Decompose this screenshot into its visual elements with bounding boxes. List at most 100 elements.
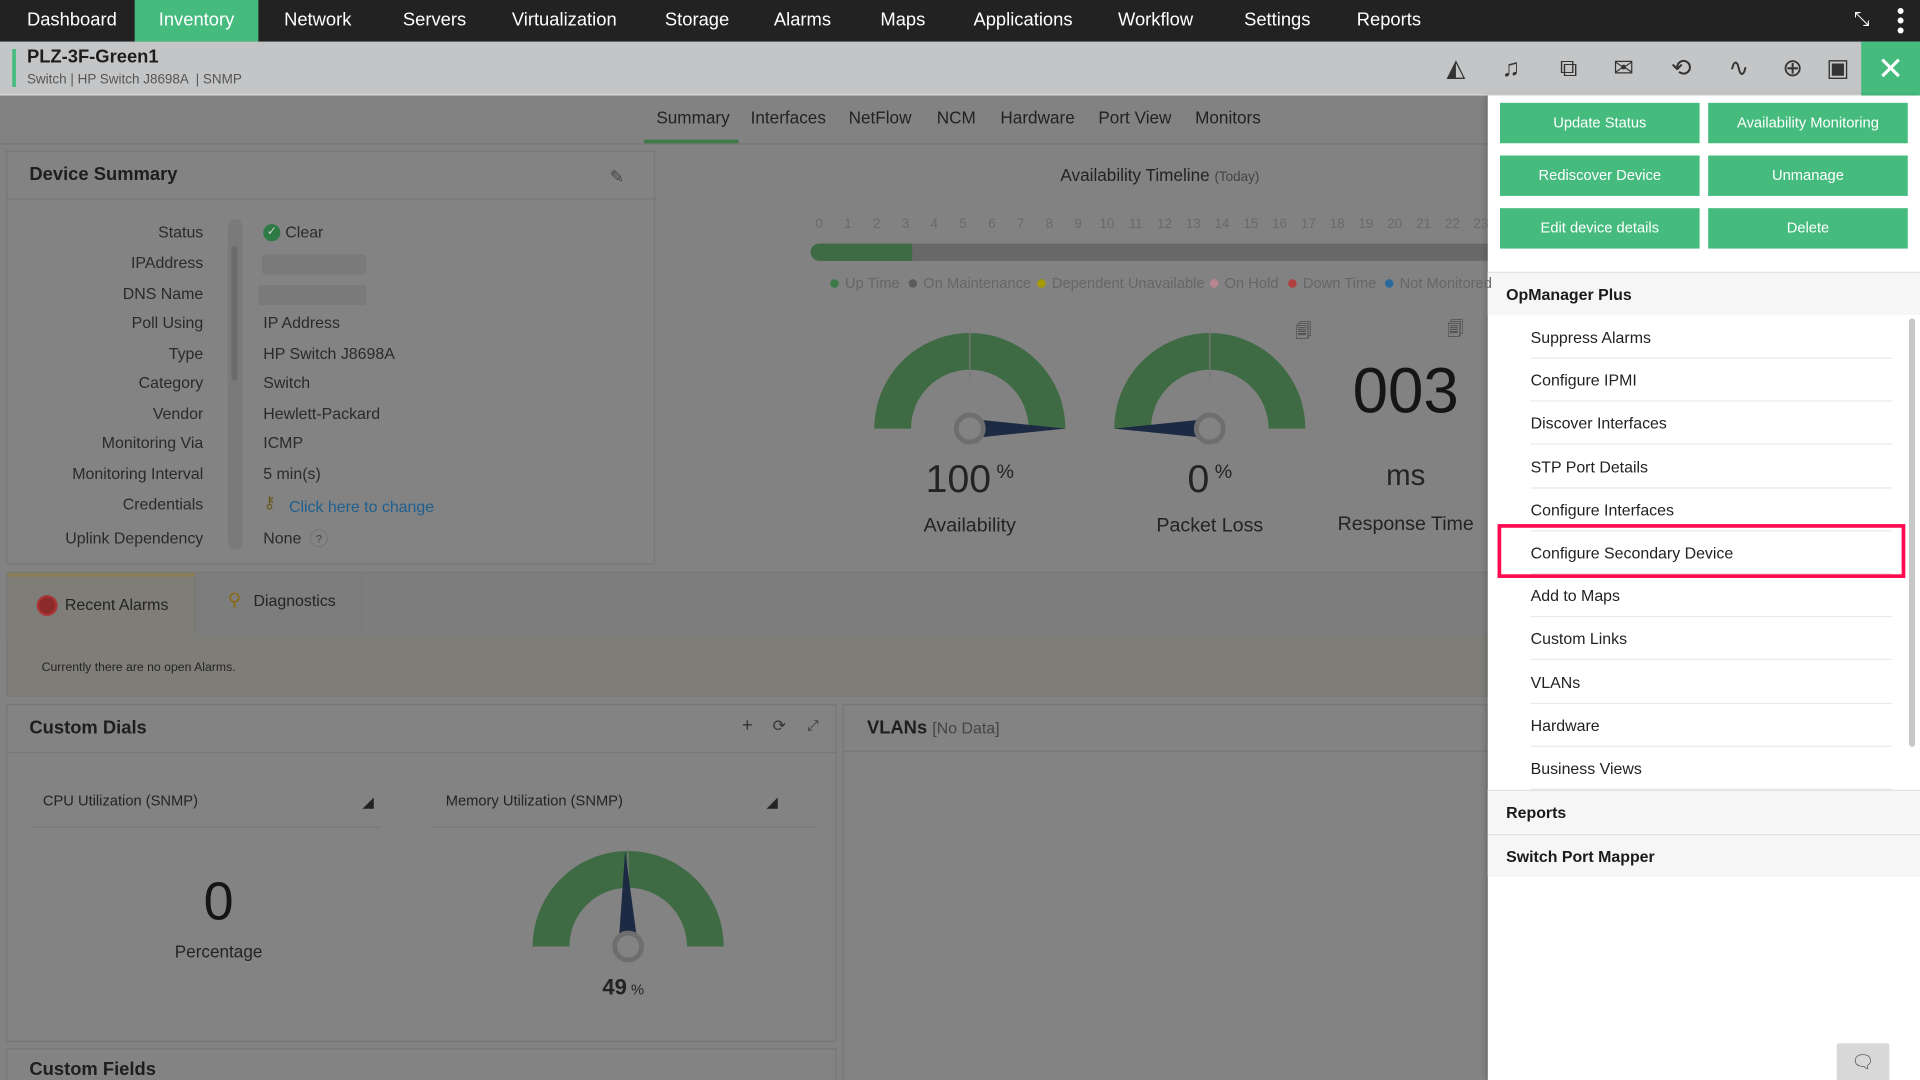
menu-item-suppress-alarms[interactable]: Suppress Alarms — [1530, 316, 1892, 359]
nav-workflow[interactable]: Workflow — [1117, 9, 1194, 31]
hour-tick: 10 — [1099, 216, 1115, 232]
timeline-title: Availability Timeline (Today) — [1060, 165, 1259, 185]
terminal-icon[interactable]: ▣ — [1826, 55, 1850, 83]
key-icon: ⚷ — [263, 492, 276, 512]
uptime-segment — [810, 243, 913, 261]
hour-tick: 4 — [930, 216, 939, 232]
collapse-icon[interactable]: ⤡ — [1853, 9, 1870, 31]
legend-item: Up Time — [830, 274, 900, 292]
change-credentials-link[interactable]: Click here to change — [288, 497, 435, 516]
report-icon[interactable]: 🗐 — [1447, 319, 1464, 338]
tab-port-view[interactable]: Port View — [1098, 107, 1172, 128]
hour-tick: 3 — [901, 216, 910, 232]
menu-item-stp-port-details[interactable]: STP Port Details — [1530, 445, 1892, 489]
scroll-thumb[interactable] — [231, 246, 238, 381]
field-value: Hewlett-Packard — [263, 404, 381, 423]
tab-netflow[interactable]: NetFlow — [848, 107, 912, 128]
menu-item-vlans[interactable]: VLANs — [1530, 661, 1892, 704]
hour-tick: 18 — [1329, 216, 1345, 232]
edit-icon[interactable]: ✎ — [609, 166, 625, 187]
device-summary-panel: Device Summary ✎ Status ✓ Clear IPAddress DN… — [6, 150, 657, 565]
refresh-icon[interactable]: ⟳ — [772, 716, 787, 735]
menu-item-configure-secondary-device[interactable]: Configure Secondary Device — [1530, 531, 1892, 575]
nav-applications[interactable]: Applications — [973, 9, 1073, 31]
menu-item-hardware[interactable]: Hardware — [1530, 704, 1892, 747]
nav-alarms[interactable]: Alarms — [773, 9, 832, 31]
availability-value: 100 % — [925, 456, 1014, 501]
gauge-hub — [1193, 412, 1226, 445]
legend-dot — [1209, 279, 1219, 289]
nav-settings[interactable]: Settings — [1244, 9, 1311, 31]
device-header: PLZ-3F-Green1 Switch | HP Switch J8698A … — [0, 41, 1920, 96]
help-icon[interactable]: ? — [309, 528, 329, 548]
tab-ncm[interactable]: NCM — [936, 107, 976, 128]
close-panel-button[interactable]: ✕ — [1861, 41, 1920, 96]
scrollbar[interactable] — [227, 219, 243, 550]
hour-tick: 1 — [844, 216, 852, 232]
status-value: Clear — [285, 222, 324, 242]
device-actions-panel: 🗨 Update Status Availability Monitoring Re… — [1487, 95, 1920, 1080]
hour-tick: 6 — [988, 216, 996, 232]
section-opmanager-plus[interactable]: OpManager Plus — [1487, 271, 1920, 315]
delete-button[interactable]: Delete — [1708, 208, 1908, 249]
unmanage-button[interactable]: Unmanage — [1708, 155, 1908, 196]
more-menu-icon[interactable]: • • • — [1896, 0, 1905, 43]
nav-virtualization[interactable]: Virtualization — [511, 9, 617, 31]
alarm-bell-icon[interactable]: ♫ — [1501, 55, 1521, 83]
availability-monitoring-button[interactable]: Availability Monitoring — [1708, 102, 1908, 144]
menu-item-add-to-maps[interactable]: Add to Maps — [1530, 575, 1892, 618]
hour-tick: 2 — [872, 216, 881, 232]
update-status-button[interactable]: Update Status — [1500, 102, 1700, 144]
menu-item-configure-interfaces[interactable]: Configure Interfaces — [1530, 488, 1892, 532]
tab-hardware[interactable]: Hardware — [1000, 107, 1075, 128]
hour-tick: 11 — [1128, 216, 1143, 232]
tab-recent-alarms[interactable]: Recent Alarms — [7, 573, 195, 635]
nav-storage[interactable]: Storage — [664, 9, 730, 31]
legend-item: Down Time — [1288, 274, 1376, 291]
hour-tick: 17 — [1300, 216, 1316, 232]
menu-item-business-views[interactable]: Business Views — [1530, 747, 1892, 790]
nav-reports[interactable]: Reports — [1356, 9, 1422, 31]
field-value: Switch — [263, 373, 311, 392]
chart-icon[interactable]: ◢ — [766, 793, 778, 811]
nav-servers[interactable]: Servers — [402, 9, 467, 31]
tab-diagnostics[interactable]: ⚲ Diagnostics — [194, 573, 363, 635]
section-reports[interactable]: Reports — [1487, 789, 1920, 833]
legend-label: Up Time — [844, 274, 900, 292]
nav-inventory[interactable]: Inventory — [134, 0, 259, 42]
edit-device-details-button[interactable]: Edit device details — [1500, 208, 1700, 249]
panel-title: Custom Dials — [29, 717, 147, 739]
workflow-icon[interactable]: ⧉ — [1559, 55, 1578, 83]
rediscover-device-button[interactable]: Rediscover Device — [1500, 155, 1700, 196]
tab-divider — [0, 143, 1488, 145]
nav-network[interactable]: Network — [284, 9, 352, 31]
field-value: ICMP — [263, 433, 304, 452]
hour-tick: 19 — [1358, 216, 1374, 232]
response-time-unit: ms — [1386, 459, 1426, 493]
gauge-arc — [874, 333, 1066, 429]
nav-maps[interactable]: Maps — [880, 9, 926, 31]
path-icon[interactable]: ∿ — [1728, 55, 1750, 83]
field-label: Status — [158, 222, 204, 242]
sync-icon[interactable]: ⟲ — [1670, 55, 1692, 83]
tab-summary[interactable]: Summary — [656, 107, 730, 128]
nav-dashboard[interactable]: Dashboard — [26, 9, 117, 31]
tab-monitors[interactable]: Monitors — [1195, 107, 1261, 128]
tab-label: Diagnostics — [253, 591, 336, 610]
legend-label: Dependent Unavailable — [1051, 274, 1205, 292]
chat-icon[interactable]: 🗨 — [1836, 1043, 1890, 1080]
menu-item-discover-interfaces[interactable]: Discover Interfaces — [1530, 402, 1892, 445]
chart-icon[interactable]: ◢ — [362, 793, 374, 811]
report-icon[interactable]: 🗐 — [1295, 322, 1312, 341]
section-switch-port-mapper[interactable]: Switch Port Mapper — [1487, 833, 1920, 877]
expand-icon[interactable]: ⤢ — [806, 716, 819, 734]
diagnostics-icon: ⚲ — [227, 590, 242, 612]
tab-interfaces[interactable]: Interfaces — [750, 107, 826, 128]
add-icon[interactable]: + — [742, 715, 753, 736]
globe-icon[interactable]: ⊕ — [1782, 55, 1803, 83]
mail-icon[interactable]: ✉ — [1613, 55, 1634, 83]
scrollbar[interactable] — [1908, 318, 1916, 747]
graph-icon[interactable]: ◭ — [1446, 55, 1466, 83]
menu-item-custom-links[interactable]: Custom Links — [1530, 618, 1892, 661]
menu-item-configure-ipmi[interactable]: Configure IPMI — [1530, 359, 1892, 402]
